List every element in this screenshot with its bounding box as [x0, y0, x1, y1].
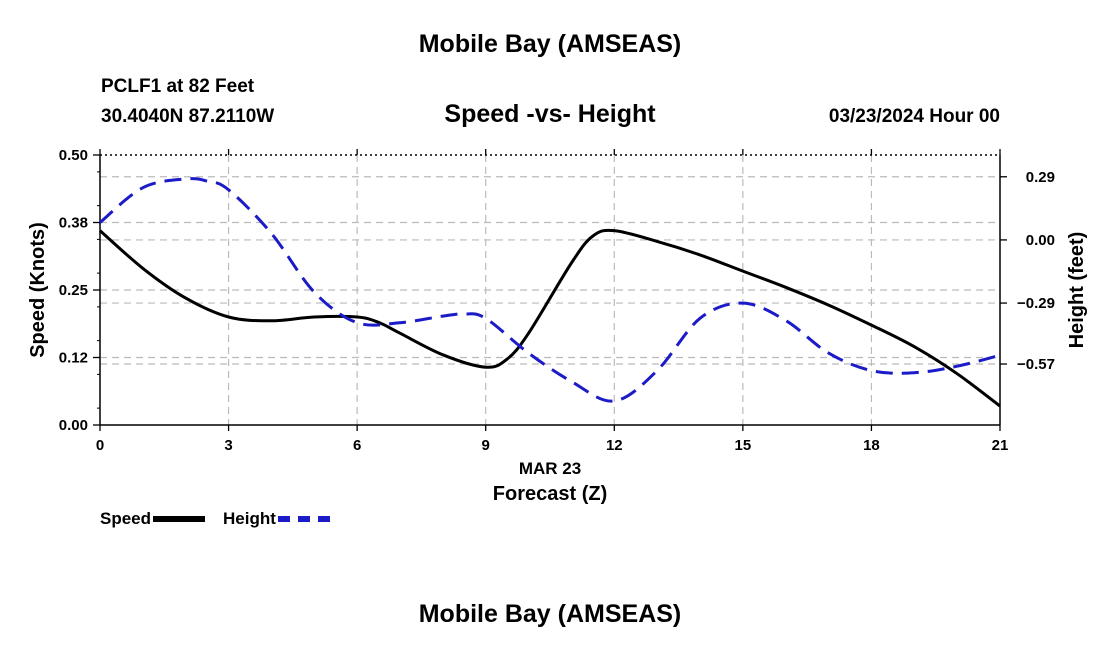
y-tick-label-right: −0.57 [1017, 356, 1055, 373]
y-tick-label-left: 0.50 [59, 147, 88, 164]
x-axis-date-label: MAR 23 [519, 459, 581, 478]
legend-item-height: Height [223, 509, 330, 529]
legend-label-height: Height [223, 509, 276, 528]
y-tick-label-right: 0.29 [1026, 169, 1055, 186]
legend-item-speed: Speed [100, 509, 206, 529]
y-tick-label-left: 0.12 [59, 350, 88, 367]
x-tick-label: 0 [96, 437, 104, 454]
series-line-speed [99, 228, 1001, 408]
y-tick-label-right: 0.00 [1026, 232, 1055, 249]
y-tick-label-right: −0.29 [1017, 295, 1055, 312]
x-tick-label: 3 [224, 437, 232, 454]
forecast-datetime: 03/23/2024 Hour 00 [828, 106, 1000, 127]
y-axis-title-left: Speed (Knots) [27, 222, 49, 358]
x-tick-label: 21 [992, 437, 1009, 454]
y-tick-label-left: 0.00 [59, 417, 88, 434]
y-axis-title-right: Height (feet) [1066, 232, 1088, 349]
x-tick-label: 9 [482, 437, 490, 454]
x-tick-label: 12 [606, 437, 623, 454]
x-tick-label: 6 [353, 437, 361, 454]
legend-label-speed: Speed [100, 509, 152, 528]
chart-legend: Speed Height [100, 509, 348, 529]
x-axis-title: Forecast (Z) [493, 483, 607, 505]
x-tick-label: 15 [735, 437, 752, 454]
legend-swatch-speed [153, 516, 206, 522]
station-label: PCLF1 at 82 Feet [101, 76, 255, 97]
series-line-height [99, 177, 1001, 403]
chart-top-title: Mobile Bay (AMSEAS) [418, 30, 682, 58]
y-tick-label-left: 0.25 [59, 282, 88, 299]
chart-bottom-title: Mobile Bay (AMSEAS) [418, 600, 682, 628]
station-coordinates: 30.4040N 87.2110W [101, 106, 275, 127]
legend-swatch-height [277, 516, 330, 522]
y-tick-label-left: 0.38 [59, 215, 88, 232]
x-tick-label: 18 [863, 437, 880, 454]
chart-subtitle: Speed -vs- Height [444, 100, 656, 128]
